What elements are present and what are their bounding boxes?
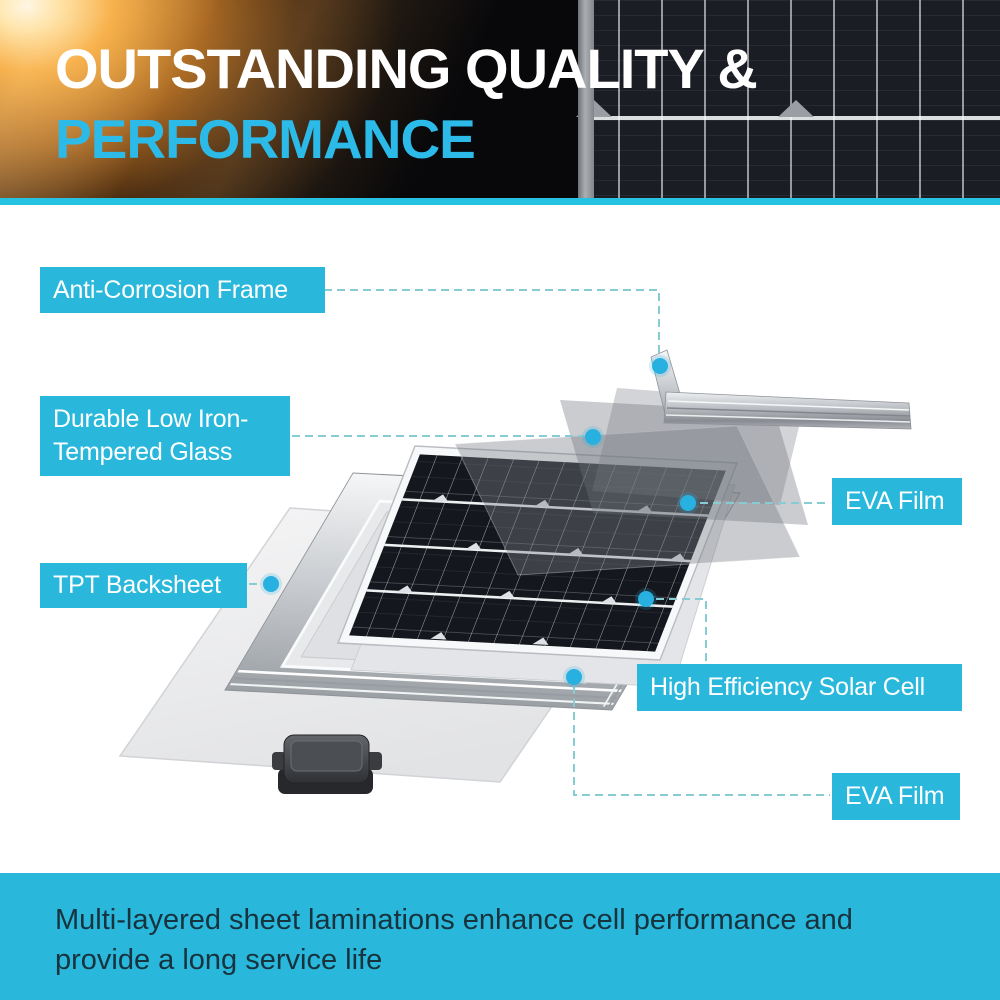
headline-line2: PERFORMANCE [55, 108, 476, 170]
label-eva-film-top: EVA Film [832, 478, 962, 525]
label-text: Anti-Corrosion Frame [53, 275, 288, 304]
label-text: Tempered Glass [53, 438, 233, 466]
header-divider [0, 198, 1000, 205]
label-text: Durable Low Iron- [53, 405, 249, 433]
busbar-triangle-markers [396, 494, 686, 645]
tempered-glass-layer [454, 425, 801, 576]
eva-film-top-layer-2 [560, 400, 808, 525]
headline-line1: OUTSTANDING QUALITY & [55, 37, 758, 100]
callout-connector-dots [260, 355, 699, 688]
footer-text-line1: Multi-layered sheet laminations enhance … [55, 904, 853, 936]
callout-connector-lines [249, 289, 830, 796]
label-text: TPT Backsheet [53, 571, 221, 599]
label-eva-film-bottom: EVA Film [832, 773, 960, 820]
footer-text-line2: provide a long service life [55, 944, 383, 976]
junction-box [272, 734, 382, 794]
sun-flare-icon [0, 0, 1000, 198]
label-tpt-backsheet: TPT Backsheet [40, 563, 247, 608]
solar-cell-panel-layer [336, 445, 739, 661]
label-tempered-glass: Durable Low Iron- Tempered Glass [40, 396, 290, 476]
sun-ray-beams [0, 0, 1000, 198]
frame-corner-piece [650, 349, 912, 430]
header-banner: OUTSTANDING QUALITY & PERFORMANCE [0, 0, 1000, 198]
label-text: EVA Film [845, 782, 945, 810]
footer-banner: Multi-layered sheet laminations enhance … [0, 873, 1000, 1000]
label-anti-corrosion-frame: Anti-Corrosion Frame [40, 267, 325, 313]
label-text: High Efficiency Solar Cell [650, 673, 926, 701]
label-text: EVA Film [845, 487, 945, 515]
label-high-efficiency-solar-cell: High Efficiency Solar Cell [637, 664, 962, 711]
